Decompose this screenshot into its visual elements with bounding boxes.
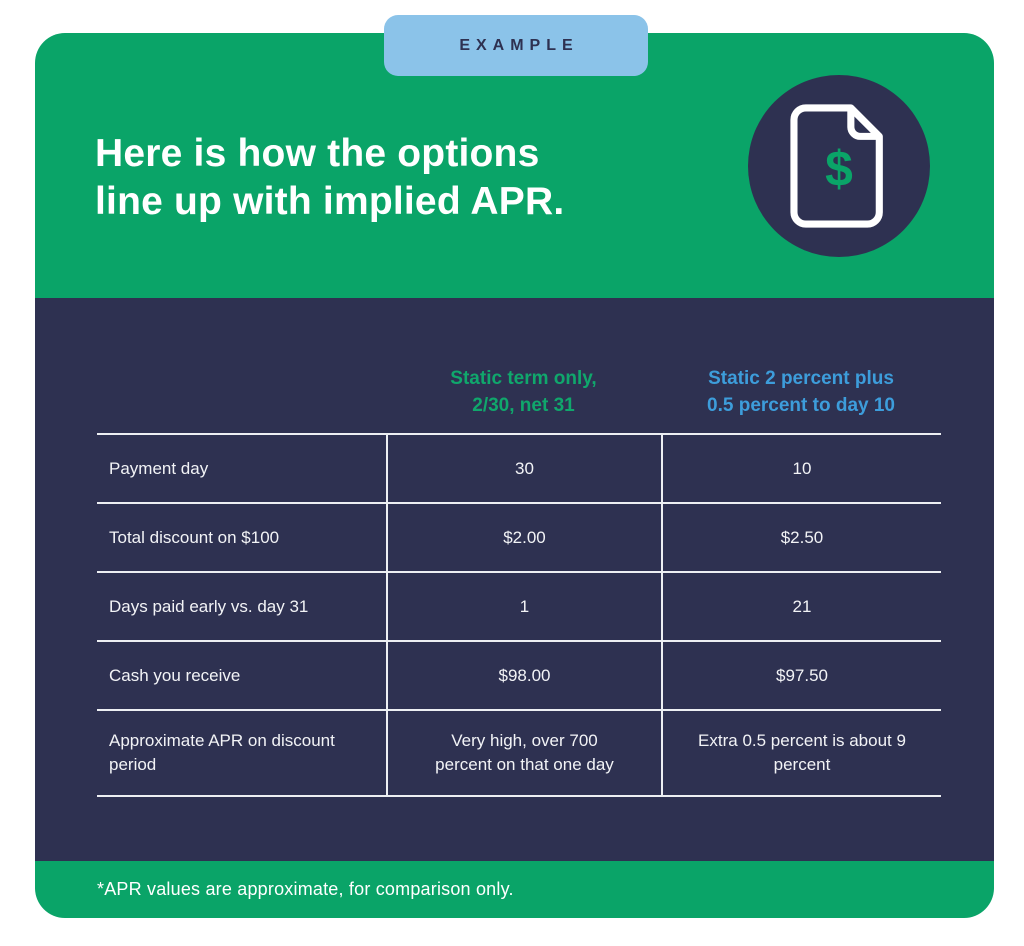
dollar-document-icon: $ xyxy=(748,74,930,257)
row-value-col1: 1 xyxy=(386,573,661,640)
row-value-col1: $2.00 xyxy=(386,504,661,571)
row-value-col2: Extra 0.5 percent is about 9 percent xyxy=(661,711,941,795)
comparison-table: Static term only, 2/30, net 31 Static 2 … xyxy=(97,298,941,797)
card: Here is how the options line up with imp… xyxy=(35,33,994,918)
row-value-col2: 10 xyxy=(661,435,941,502)
table-row: Cash you receive $98.00 $97.50 xyxy=(97,640,941,709)
row-value-col2: $97.50 xyxy=(661,642,941,709)
example-badge-label: EXAMPLE xyxy=(459,36,579,54)
row-value-col2: 21 xyxy=(661,573,941,640)
table-row: Days paid early vs. day 31 1 21 xyxy=(97,571,941,640)
row-label: Cash you receive xyxy=(109,665,241,685)
dollar-document-glyph: $ xyxy=(790,103,883,228)
page-title-line1: Here is how the options xyxy=(95,131,540,175)
footer-section: *APR values are approximate, for compari… xyxy=(35,861,994,918)
row-value-col1: 30 xyxy=(386,435,661,502)
table-row: Payment day 30 10 xyxy=(97,433,941,502)
svg-text:$: $ xyxy=(825,141,853,197)
row-value-col2: $2.50 xyxy=(661,504,941,571)
table-header-static-term: Static term only, 2/30, net 31 xyxy=(450,368,597,416)
row-label: Days paid early vs. day 31 xyxy=(109,596,309,616)
table-header-row: Static term only, 2/30, net 31 Static 2 … xyxy=(97,298,941,433)
table-section: Static term only, 2/30, net 31 Static 2 … xyxy=(35,298,994,861)
row-label: Total discount on $100 xyxy=(109,527,280,547)
header-section: Here is how the options line up with imp… xyxy=(35,33,994,298)
page-title: Here is how the options line up with imp… xyxy=(95,130,564,226)
row-value-col1: $98.00 xyxy=(386,642,661,709)
example-badge: EXAMPLE xyxy=(384,15,648,76)
table-row: Approximate APR on discount period Very … xyxy=(97,709,941,795)
table-body: Payment day 30 10 Total discount on $100… xyxy=(97,433,941,797)
row-label: Approximate APR on discount period xyxy=(109,731,335,774)
table-header-static-2-percent: Static 2 percent plus 0.5 percent to day… xyxy=(707,368,895,416)
footnote: *APR values are approximate, for compari… xyxy=(97,879,514,899)
table-row: Total discount on $100 $2.00 $2.50 xyxy=(97,502,941,571)
page-title-line2: line up with implied APR. xyxy=(95,179,565,223)
row-value-col1: Very high, over 700 percent on that one … xyxy=(386,711,661,795)
row-label: Payment day xyxy=(109,458,209,478)
